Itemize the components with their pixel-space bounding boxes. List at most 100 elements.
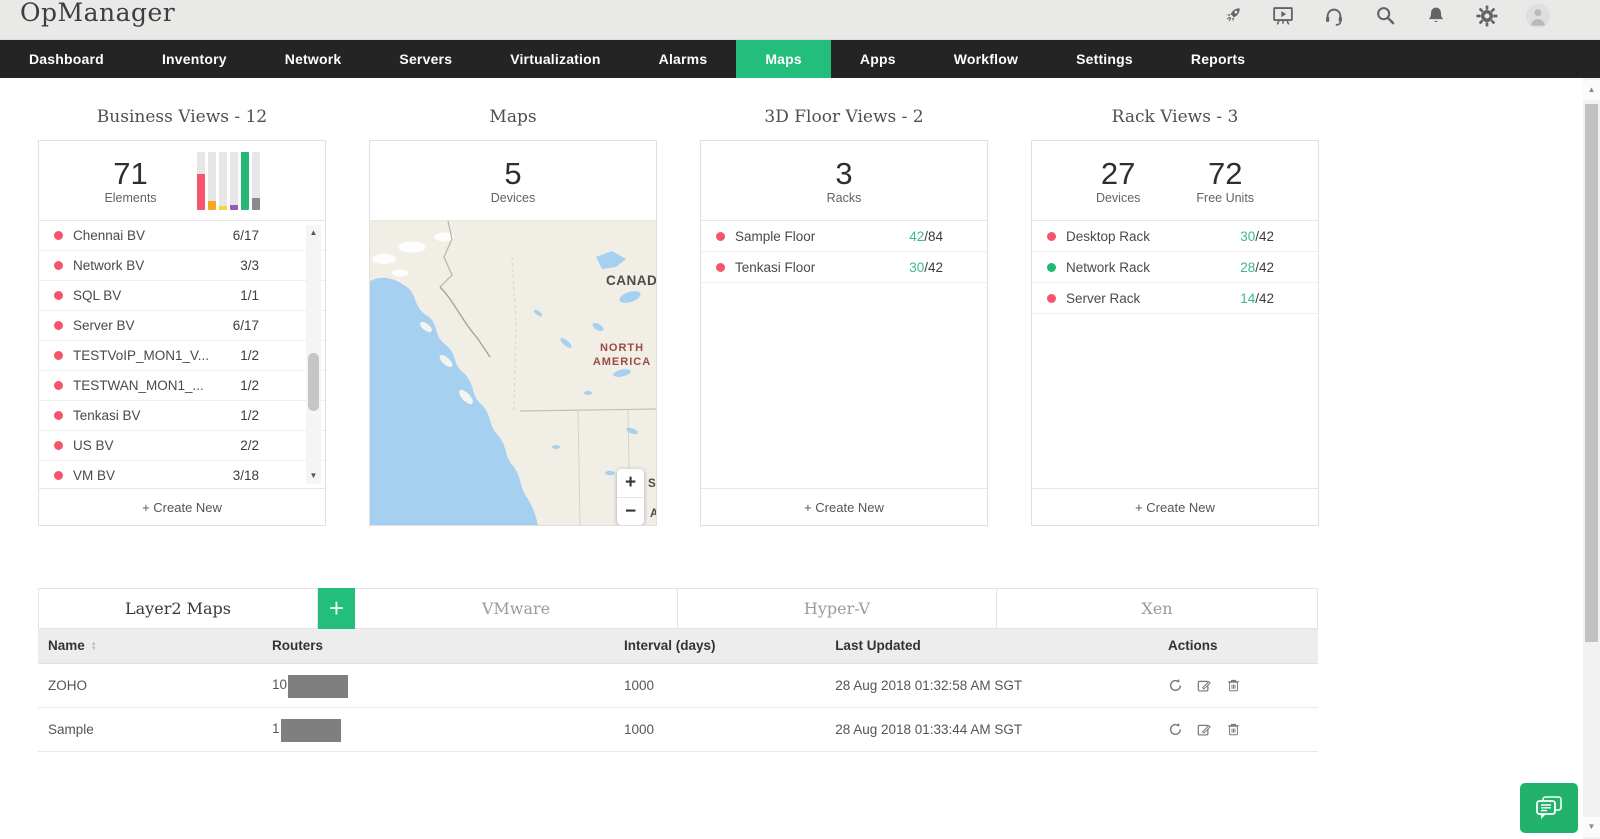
delete-icon[interactable]: [1226, 721, 1242, 737]
cell-actions: [1157, 707, 1318, 752]
refresh-icon[interactable]: [1168, 721, 1184, 737]
column-header-name[interactable]: Name ▲ ▼: [38, 629, 262, 664]
elements-count: 71: [113, 155, 148, 191]
elements-label: Elements: [104, 190, 157, 205]
bv-ratio: 3/3: [240, 258, 259, 273]
rack-views-list: Desktop Rack 30/42 Network Rack 28/42 Serv…: [1032, 221, 1318, 488]
nav-item-alarms[interactable]: Alarms: [658, 51, 708, 67]
rack-devices-count: 27: [1100, 155, 1136, 191]
tab-hyper-v[interactable]: Hyper-V: [678, 588, 997, 629]
cell-routers: 10: [262, 663, 614, 708]
nav-item-apps[interactable]: Apps: [859, 51, 896, 67]
demo-player-icon[interactable]: [1271, 4, 1295, 28]
list-item[interactable]: Server BV 6/17: [39, 311, 325, 341]
delete-icon[interactable]: [1226, 677, 1242, 693]
edit-icon[interactable]: [1197, 721, 1213, 737]
list-item[interactable]: Server Rack 14/42: [1032, 283, 1318, 314]
table-row[interactable]: ZOHO 10 1000 28 Aug 2018 01:32:58 AM SGT: [38, 663, 1318, 708]
list-scrollbar[interactable]: ▲ ▼: [306, 225, 321, 484]
column-header-last-updated[interactable]: Last Updated: [825, 629, 1158, 664]
status-dot: [54, 441, 63, 450]
column-header-interval[interactable]: Interval (days): [614, 629, 826, 664]
refresh-icon[interactable]: [1168, 677, 1184, 693]
mini-chart-bar: [196, 151, 205, 210]
user-avatar[interactable]: [1526, 3, 1550, 28]
nav-item-dashboard[interactable]: Dashboard: [29, 51, 104, 67]
add-map-button[interactable]: +: [318, 588, 355, 629]
cell-map-name[interactable]: Sample: [38, 707, 262, 752]
cell-map-name[interactable]: ZOHO: [38, 663, 262, 708]
tab-layer2-maps[interactable]: Layer2 Maps: [38, 588, 318, 629]
rack-devices-stat: 27 Devices: [1096, 157, 1140, 205]
list-item[interactable]: TESTVoIP_MON1_V... 1/2: [39, 341, 325, 371]
nav-item-maps[interactable]: Maps: [736, 40, 831, 78]
nav-item-workflow[interactable]: Workflow: [953, 51, 1019, 67]
map-zoom-in-button[interactable]: +: [624, 472, 637, 493]
bv-name: US BV: [73, 438, 114, 453]
router-ip-prefix: 1: [272, 720, 280, 736]
tab-xen[interactable]: Xen: [997, 588, 1318, 629]
total-count: /42: [1255, 228, 1274, 244]
cell-routers: 1: [262, 707, 614, 752]
nav-item-servers[interactable]: Servers: [399, 51, 453, 67]
list-item[interactable]: Sample Floor 42/84: [701, 221, 987, 252]
support-headset-icon[interactable]: [1322, 4, 1346, 28]
scroll-up-icon[interactable]: ▲: [309, 228, 318, 237]
list-item[interactable]: Chennai BV 6/17: [39, 221, 325, 251]
mini-chart-bar: [240, 151, 249, 210]
list-item[interactable]: Network BV 3/3: [39, 251, 325, 281]
list-item[interactable]: VM BV 3/18: [39, 461, 325, 488]
business-views-title: Business Views - 12: [96, 107, 268, 127]
chat-bubbles-icon: [1536, 796, 1562, 819]
create-new-business-view-button[interactable]: + Create New: [39, 488, 325, 525]
nav-item-inventory[interactable]: Inventory: [161, 51, 227, 67]
tab-vmware[interactable]: VMware: [355, 588, 678, 629]
bv-name: Network BV: [73, 258, 145, 273]
map-zoom-control: + −: [617, 469, 644, 525]
business-views-column: Business Views - 12 71 Elements Chennai …: [38, 106, 326, 526]
racks-count: 3: [835, 155, 853, 191]
nav-item-virtualization[interactable]: Virtualization: [510, 51, 601, 67]
table-row[interactable]: Sample 1 1000 28 Aug 2018 01:33:44 AM SG…: [38, 707, 1318, 752]
maps-card: 5 Devices: [369, 140, 657, 526]
list-item[interactable]: Tenkasi Floor 30/42: [701, 252, 987, 283]
free-units-count: 72: [1207, 155, 1243, 191]
map-zoom-out-button[interactable]: −: [617, 497, 644, 525]
settings-gear-icon[interactable]: [1475, 4, 1499, 28]
sort-icon[interactable]: ▲ ▼: [90, 640, 97, 652]
used-count: 14: [1240, 290, 1256, 306]
create-new-floor-view-button[interactable]: + Create New: [701, 488, 987, 525]
map-canvas[interactable]: CANADA NORTH AMERICA S A: [370, 221, 656, 525]
live-chat-button[interactable]: [1520, 783, 1578, 833]
list-item[interactable]: Desktop Rack 30/42: [1032, 221, 1318, 252]
scroll-thumb[interactable]: [308, 353, 319, 411]
scroll-thumb[interactable]: [1585, 104, 1598, 642]
page-scrollbar[interactable]: ▲ ▼: [1583, 78, 1600, 839]
notification-bell-icon[interactable]: [1424, 4, 1448, 28]
geo-map[interactable]: CANADA NORTH AMERICA S A + −: [370, 221, 656, 525]
nav-item-reports[interactable]: Reports: [1190, 51, 1246, 67]
used-count: 28: [1240, 259, 1256, 275]
edit-icon[interactable]: [1197, 677, 1213, 693]
list-item[interactable]: TESTWAN_MON1_... 1/2: [39, 371, 325, 401]
top-bar-icons: [1220, 3, 1550, 28]
nav-item-settings[interactable]: Settings: [1076, 51, 1133, 67]
column-header-routers[interactable]: Routers: [262, 629, 614, 664]
list-item[interactable]: US BV 2/2: [39, 431, 325, 461]
rocket-icon[interactable]: [1220, 4, 1244, 28]
scroll-down-icon[interactable]: ▼: [1583, 817, 1600, 837]
list-item[interactable]: Tenkasi BV 1/2: [39, 401, 325, 431]
list-item[interactable]: SQL BV 1/1: [39, 281, 325, 311]
total-count: /42: [1255, 259, 1274, 275]
nav-item-network[interactable]: Network: [284, 51, 342, 67]
cell-interval: 1000: [614, 663, 826, 708]
layer2-maps-table: Name ▲ ▼ Routers Interval (days) Last Upda…: [38, 629, 1318, 752]
scroll-down-icon[interactable]: ▼: [309, 471, 318, 480]
free-units-label: Free Units: [1196, 190, 1255, 205]
scroll-up-icon[interactable]: ▲: [1583, 80, 1600, 100]
search-icon[interactable]: [1373, 4, 1397, 28]
create-new-rack-view-button[interactable]: + Create New: [1032, 488, 1318, 525]
bv-name: Chennai BV: [73, 228, 146, 243]
list-item[interactable]: Network Rack 28/42: [1032, 252, 1318, 283]
free-units-stat: 72 Free Units: [1196, 157, 1254, 205]
